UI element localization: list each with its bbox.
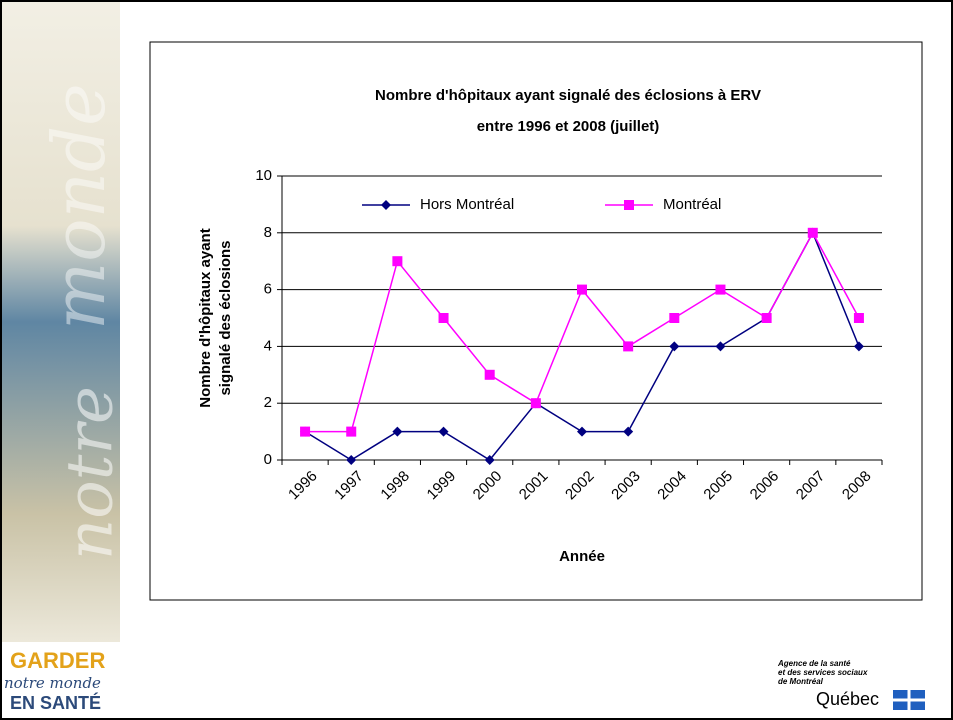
logo-text: EN SANTÉ bbox=[10, 692, 101, 713]
marker bbox=[761, 313, 772, 323]
y-tick-label: 0 bbox=[264, 451, 272, 468]
marker bbox=[577, 284, 587, 295]
sidebar-word: monde bbox=[37, 83, 121, 330]
chart-frame bbox=[149, 41, 923, 601]
marker bbox=[623, 341, 634, 352]
marker bbox=[392, 256, 403, 267]
y-tick-label: 6 bbox=[264, 281, 272, 298]
province-text: Québec bbox=[816, 689, 879, 709]
legend-label: Hors Montréal bbox=[420, 196, 514, 213]
marker bbox=[392, 426, 403, 437]
marker bbox=[484, 369, 495, 380]
marker bbox=[669, 313, 680, 323]
marker bbox=[381, 200, 391, 210]
marker bbox=[715, 341, 726, 352]
marker bbox=[577, 426, 587, 437]
agency-text: Agence de la santé bbox=[777, 659, 851, 668]
marker bbox=[484, 455, 495, 465]
y-tick-label: 10 bbox=[255, 167, 272, 184]
marker bbox=[300, 426, 311, 437]
marker bbox=[624, 200, 634, 210]
y-tick-label: 8 bbox=[264, 224, 272, 241]
y-axis-label: signalé des éclosions bbox=[217, 240, 234, 395]
x-axis-label: Année bbox=[559, 548, 605, 565]
marker bbox=[807, 227, 818, 238]
marker bbox=[438, 426, 449, 437]
agency-text: et des services sociaux bbox=[778, 668, 868, 677]
legend-label: Montréal bbox=[663, 196, 721, 213]
agency-text: de Montréal bbox=[778, 677, 824, 686]
marker bbox=[715, 284, 726, 295]
marker bbox=[438, 313, 449, 323]
marker bbox=[346, 455, 357, 465]
y-axis-label: Nombre d'hôpitaux ayant bbox=[197, 228, 214, 407]
y-tick-label: 2 bbox=[264, 394, 272, 411]
marker bbox=[530, 398, 541, 409]
marker bbox=[853, 313, 864, 323]
marker bbox=[669, 341, 680, 352]
flag-icon bbox=[893, 690, 925, 710]
logo-text: GARDER bbox=[10, 648, 105, 673]
marker bbox=[853, 341, 864, 352]
chart-title: entre 1996 et 2008 (juillet) bbox=[477, 118, 660, 135]
logo-text: notre monde bbox=[4, 674, 101, 692]
chart-title: Nombre d'hôpitaux ayant signalé des éclo… bbox=[375, 87, 761, 104]
y-tick-label: 4 bbox=[264, 337, 272, 354]
marker bbox=[623, 426, 634, 437]
marker bbox=[346, 426, 357, 437]
sidebar-band bbox=[2, 2, 120, 642]
sidebar-word: notre bbox=[54, 386, 128, 560]
